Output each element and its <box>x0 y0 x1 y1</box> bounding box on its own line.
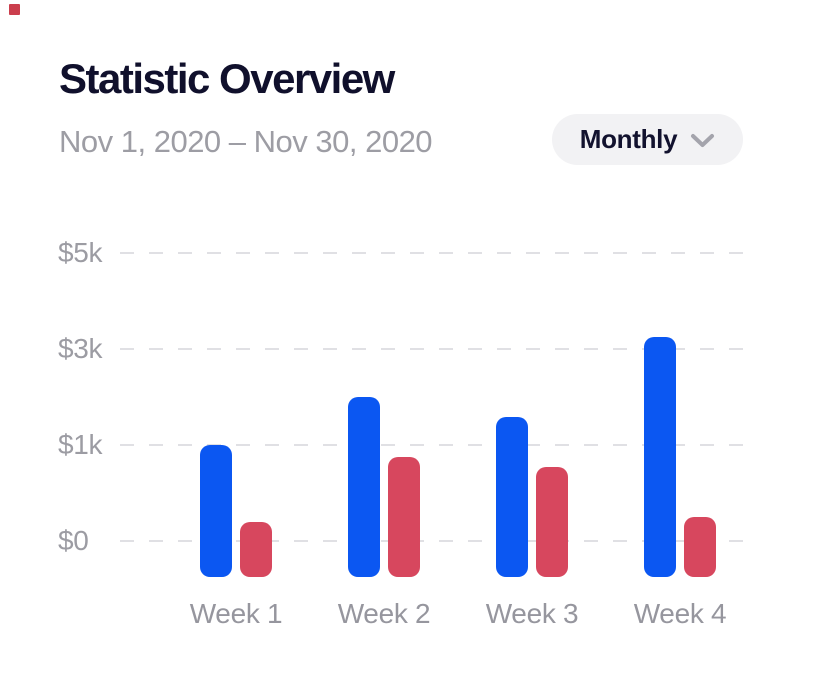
bar-red-week-4 <box>684 517 716 577</box>
corner-red-marker <box>9 4 20 15</box>
y-axis-label: $0 <box>58 525 89 556</box>
gridline <box>120 540 745 542</box>
bar-blue-week-3 <box>496 417 528 577</box>
bar-blue-week-4 <box>644 337 676 577</box>
period-dropdown-button[interactable]: Monthly <box>552 114 743 165</box>
bar-red-week-2 <box>388 457 420 577</box>
bar-red-week-1 <box>240 521 272 577</box>
gridline <box>120 252 745 254</box>
x-axis-label: Week 2 <box>337 598 431 629</box>
date-range-label: Nov 1, 2020 – Nov 30, 2020 <box>59 124 433 159</box>
gridline <box>120 444 745 446</box>
x-axis-label: Week 1 <box>189 598 283 629</box>
chevron-down-icon <box>690 130 715 149</box>
y-axis-label: $1k <box>58 429 103 460</box>
x-axis-label: Week 4 <box>633 598 727 629</box>
x-axis-label: Week 3 <box>485 598 579 629</box>
period-dropdown-label: Monthly <box>579 124 678 154</box>
gridline <box>120 348 745 350</box>
y-axis-label: $3k <box>58 333 103 364</box>
bar-red-week-3 <box>536 467 568 577</box>
bar-blue-week-2 <box>348 397 380 577</box>
y-axis-label: $5k <box>58 237 103 268</box>
page-title: Statistic Overview <box>59 55 395 102</box>
bar-blue-week-1 <box>200 445 232 577</box>
